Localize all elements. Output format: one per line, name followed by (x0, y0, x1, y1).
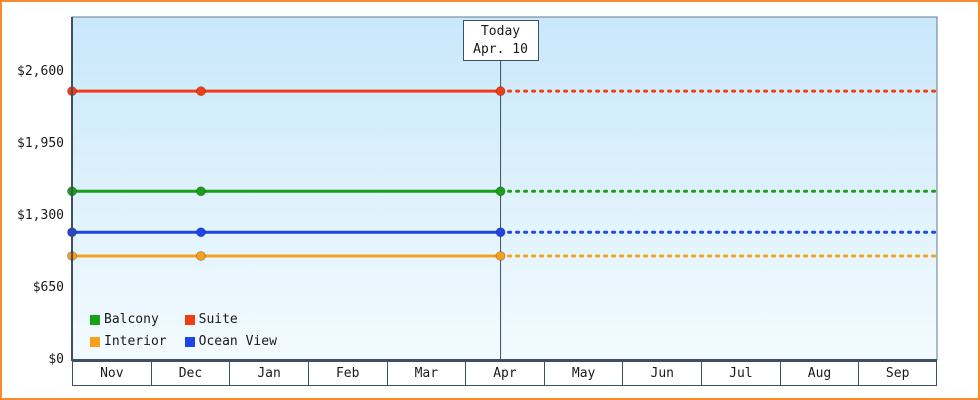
x-axis-cell-mar: Mar (386, 361, 466, 386)
legend-swatch-ocean-view (184, 336, 195, 347)
x-axis-cell-nov: Nov (72, 361, 151, 386)
today-date: Apr. 10 (473, 41, 528, 57)
data-point-suite (195, 86, 206, 97)
legend-item-suite: Suite (184, 312, 277, 327)
x-axis-cell-jan: Jan (229, 361, 308, 386)
legend-item-interior: Interior (90, 334, 167, 349)
legend-label: Interior (104, 334, 167, 349)
legend-label: Balcony (104, 312, 159, 327)
x-axis-cell-aug: Aug (779, 361, 859, 386)
legend-swatch-balcony (90, 314, 100, 325)
x-axis-cell-jul: Jul (701, 361, 780, 386)
x-axis-cell-may: May (543, 361, 623, 386)
data-point-interior (195, 250, 206, 261)
x-axis-cell-apr: Apr (465, 361, 544, 386)
data-point-suite (495, 86, 506, 97)
legend-label: Suite (198, 312, 238, 327)
y-axis-label: $650 (32, 280, 64, 296)
legend-item-ocean-view: Ocean View (184, 334, 277, 349)
data-point-ocean-view (495, 227, 506, 238)
data-point-interior (495, 250, 506, 261)
plot-area (71, 16, 938, 361)
x-axis-cell-sep: Sep (858, 361, 937, 386)
today-title: Today (480, 23, 521, 39)
y-axis-label: $1,950 (17, 136, 64, 152)
x-axis-cell-dec: Dec (150, 361, 230, 386)
x-axis-cell-feb: Feb (307, 361, 387, 386)
legend-swatch-interior (90, 336, 100, 347)
y-axis-label: $1,300 (17, 208, 64, 224)
x-axis-cell-jun: Jun (622, 361, 702, 386)
today-marker-box: Today Apr. 10 (462, 20, 539, 61)
legend-item-balcony: Balcony (90, 312, 167, 327)
legend-swatch-suite (184, 314, 195, 325)
data-point-ocean-view (195, 227, 206, 238)
data-point-balcony (495, 186, 506, 197)
data-point-balcony (195, 186, 206, 197)
y-axis-label: $2,600 (17, 64, 64, 80)
y-axis-label: $0 (48, 352, 64, 367)
legend: Balcony Suite Interior Ocean View (90, 312, 277, 349)
legend-label: Ocean View (198, 334, 277, 349)
